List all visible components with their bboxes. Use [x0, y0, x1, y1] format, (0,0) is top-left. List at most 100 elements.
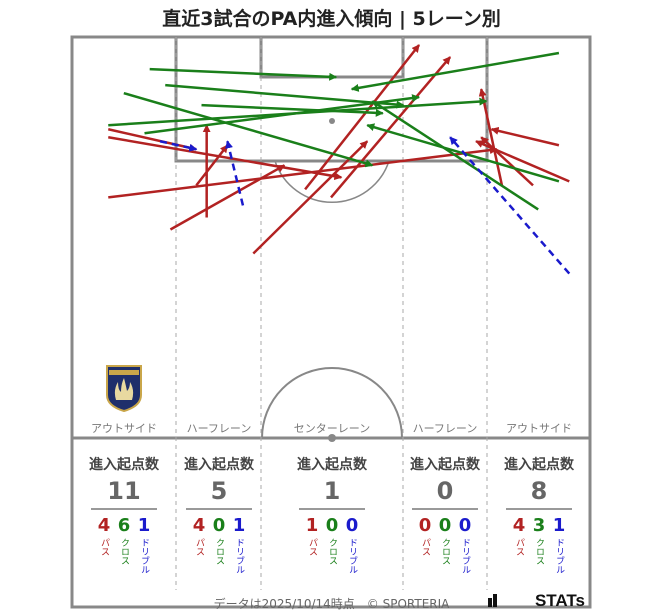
lane-5-pass: 4 パス — [512, 516, 526, 574]
dribble-label: ドリブル — [347, 538, 357, 574]
lane-4-pass-count: 0 — [418, 515, 432, 536]
pass-arrow-6 — [304, 44, 421, 191]
lane-labels: アウトサイド ハーフレーン センターレーン ハーフレーン アウトサイド — [91, 422, 572, 435]
lane-3-head: 進入起点数 — [297, 457, 367, 473]
lane-3-rule — [299, 508, 365, 510]
lane-1-pass: 4 パス — [97, 516, 111, 574]
lane-2-cross: 0 クロス — [212, 516, 226, 574]
lane-3-breakdown: 1 パス 0 クロス 0 ドリブル — [287, 515, 377, 575]
dribble-label: ドリブル — [460, 538, 470, 574]
lane-2-breakdown: 4 パス 0 クロス 1 ドリブル — [174, 515, 264, 575]
lane-2-cross-count: 0 — [212, 515, 226, 536]
pass-arrow-7 — [330, 56, 452, 199]
lane-3-cross-count: 0 — [325, 515, 339, 536]
cross-arrow-14 — [149, 67, 338, 81]
lane-2-rule — [186, 508, 252, 510]
lane-label-4: ハーフレーン — [413, 422, 478, 435]
goal-area — [259, 35, 405, 79]
pass-label: パス — [99, 538, 109, 556]
lane-4-head: 進入起点数 — [410, 457, 480, 473]
lane-5-dribble-count: 1 — [552, 515, 566, 536]
lane-5-cross: 3 クロス — [532, 516, 546, 574]
lane-4-pass: 0 パス — [418, 516, 432, 574]
lane-4-rule — [412, 508, 478, 510]
lane-3-dribble: 0 ドリブル — [345, 515, 359, 575]
pass-arrow-2 — [169, 164, 286, 231]
lane-4-dribble: 0 ドリブル — [458, 515, 472, 575]
lane-4-cross-count: 0 — [438, 515, 452, 536]
stats-logo-icon — [488, 594, 497, 607]
lane-2-total: 5 — [210, 477, 228, 505]
lane-2-pass-count: 4 — [192, 515, 206, 536]
lane-2-dribble: 1 ドリブル — [232, 515, 246, 575]
cross-arrow-19 — [350, 51, 560, 92]
cross-label: クロス — [440, 538, 450, 565]
lane-1-total: 11 — [107, 477, 141, 505]
pass-arrow-1 — [108, 136, 343, 181]
lane-1-pass-count: 4 — [97, 515, 111, 536]
dribble-arrow-25 — [449, 136, 571, 275]
center-circle — [261, 367, 403, 439]
lane-2-pass: 4 パス — [192, 516, 206, 574]
lane-1-breakdown: 4 パス 6 クロス 1 ドリブル — [79, 515, 169, 575]
pass-label: パス — [514, 538, 524, 556]
cross-arrow-21 — [371, 100, 539, 211]
lane-4-cross: 0 クロス — [438, 516, 452, 574]
pass-label: パス — [194, 538, 204, 556]
lane-1-dribble-count: 1 — [137, 515, 151, 536]
entry-arrows — [107, 44, 571, 275]
lane-1-cross: 6 クロス — [117, 516, 131, 574]
lane-4-total: 0 — [436, 477, 454, 505]
pass-arrow-4 — [195, 144, 229, 187]
crest-band — [109, 370, 139, 375]
lane-2-dribble-count: 1 — [232, 515, 246, 536]
cross-label: クロス — [534, 538, 544, 565]
lane-1-rule — [91, 508, 157, 510]
cross-label: クロス — [327, 538, 337, 565]
center-spot — [328, 434, 336, 442]
lane-label-2: ハーフレーン — [187, 422, 252, 435]
pass-arrow-9 — [478, 88, 504, 186]
brand-logo: STATs — [534, 591, 585, 610]
lane-1-cross-count: 6 — [117, 515, 131, 536]
pass-arrow-10 — [480, 136, 534, 187]
lane-5-breakdown: 4 パス 3 クロス 1 ドリブル — [494, 515, 584, 575]
dribble-label: ドリブル — [554, 538, 564, 574]
lane-label-3: センターレーン — [294, 422, 370, 435]
lane-1-head: 進入起点数 — [89, 457, 159, 473]
lane-3-total: 1 — [323, 477, 341, 505]
cross-label: クロス — [214, 538, 224, 565]
footer-note: データは2025/10/14時点 © SPORTERIA — [213, 597, 450, 611]
lane-4-dribble-count: 0 — [458, 515, 472, 536]
lane-label-1: アウトサイド — [91, 422, 157, 435]
lane-5-total: 8 — [530, 477, 548, 505]
lane-3-cross: 0 クロス — [325, 516, 339, 574]
lane-5-cross-count: 3 — [532, 515, 546, 536]
lane-3-pass-count: 1 — [305, 515, 319, 536]
pass-arrow-11 — [475, 140, 570, 183]
lane-3-pass: 1 パス — [305, 516, 319, 574]
pass-arrow-3 — [252, 140, 369, 255]
lane-4-breakdown: 0 パス 0 クロス 0 ドリブル — [400, 515, 490, 575]
lane-2-head: 進入起点数 — [184, 457, 254, 473]
pass-arrow-13 — [107, 128, 198, 152]
dribble-label: ドリブル — [139, 538, 149, 574]
penalty-arc — [274, 160, 390, 204]
cross-arrow-22 — [201, 103, 384, 117]
pass-arrow-8 — [108, 146, 498, 199]
cross-arrow-17 — [165, 83, 405, 109]
lane-5-dribble: 1 ドリブル — [552, 515, 566, 575]
lane-3-dribble-count: 0 — [345, 515, 359, 536]
dribble-arrow-23 — [159, 140, 198, 152]
lane-label-5: アウトサイド — [506, 422, 572, 435]
chart-title: 直近3試合のPA内進入傾向 | 5レーン別 — [162, 8, 501, 30]
cross-label: クロス — [119, 538, 129, 565]
team-crest — [106, 365, 142, 413]
dribble-label: ドリブル — [234, 538, 244, 574]
lane-1-dribble: 1 ドリブル — [137, 515, 151, 575]
crest-flame — [114, 378, 134, 400]
pass-arrow-12 — [490, 126, 560, 147]
lane-5-head: 進入起点数 — [504, 457, 574, 473]
cross-arrow-16 — [123, 91, 374, 168]
